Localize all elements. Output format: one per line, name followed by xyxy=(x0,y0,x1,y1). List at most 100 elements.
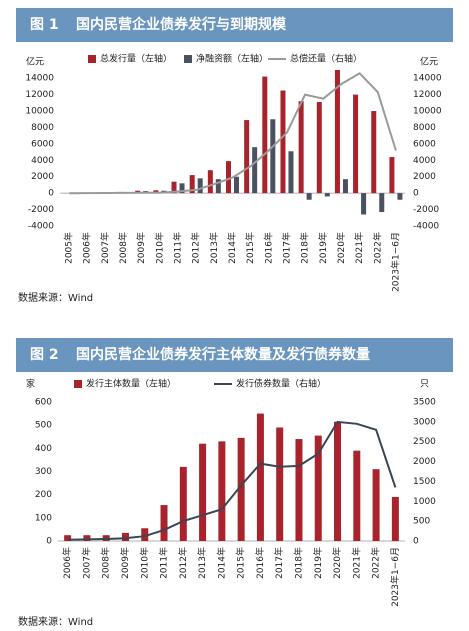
x-tick-label: 2014年 xyxy=(226,232,238,264)
legend-label: 总发行量（左轴） xyxy=(100,53,172,65)
x-tick-label: 2023年1−6月 xyxy=(389,547,401,607)
y2-tick-label: 2500 xyxy=(413,437,436,447)
bar xyxy=(372,469,380,541)
y2-tick-label: -4000 xyxy=(413,222,439,232)
x-tick-label: 2015年 xyxy=(244,232,256,264)
y2-tick-label: 10000 xyxy=(413,107,442,117)
y-tick-label: 300 xyxy=(35,467,52,477)
y-tick-label: 400 xyxy=(35,444,52,454)
bar xyxy=(379,193,385,213)
figure-label: 图 2 xyxy=(30,347,59,363)
x-tick-label: 2012年 xyxy=(177,547,189,579)
x-tick-label: 2014年 xyxy=(215,547,227,579)
x-tick-label: 2006年 xyxy=(61,547,73,579)
x-tick-label: 2010年 xyxy=(138,547,150,579)
y2-unit: 亿元 xyxy=(420,56,438,68)
bar xyxy=(160,505,168,541)
bar xyxy=(199,443,207,541)
bar xyxy=(256,413,264,541)
source-note: 数据来源：Wind xyxy=(18,615,93,628)
x-tick-label: 2013年 xyxy=(196,547,208,579)
bar xyxy=(306,193,312,200)
y-tick-label: 4000 xyxy=(31,156,54,166)
y-tick-label: -2000 xyxy=(28,205,54,215)
x-tick-label: 2010年 xyxy=(153,232,165,264)
x-tick-label: 2006年 xyxy=(81,232,93,264)
bar xyxy=(353,450,361,541)
x-tick-label: 2022年 xyxy=(370,547,382,579)
legend-swatch xyxy=(74,380,82,388)
bar xyxy=(270,119,276,194)
bar xyxy=(361,193,367,215)
x-tick-label: 2016年 xyxy=(254,547,266,579)
y-unit: 亿元 xyxy=(26,56,44,68)
y-tick-label: 600 xyxy=(35,398,52,408)
y2-tick-label: 4000 xyxy=(413,156,436,166)
line xyxy=(67,420,397,541)
legend-swatch xyxy=(88,55,96,63)
y2-tick-label: 0 xyxy=(413,537,419,547)
bar xyxy=(334,421,342,541)
bar xyxy=(298,101,304,194)
bar xyxy=(262,76,268,194)
y-tick-label: 200 xyxy=(35,490,52,500)
bar xyxy=(334,70,340,194)
bar xyxy=(391,496,399,541)
x-tick-label: 2005年 xyxy=(63,232,75,264)
y-tick-label: -4000 xyxy=(28,222,54,232)
x-tick-label: 2018年 xyxy=(292,547,304,579)
y2-tick-label: 3500 xyxy=(413,398,436,408)
bar xyxy=(83,535,91,541)
bar xyxy=(215,179,221,194)
header-band xyxy=(16,338,453,372)
bar xyxy=(234,176,239,194)
chart-title: 国内民营企业债券发行主体数量及发行债券数量 xyxy=(76,346,370,363)
bar xyxy=(252,147,258,194)
bar xyxy=(244,120,250,194)
bar xyxy=(295,439,303,541)
y2-tick-label: 12000 xyxy=(413,90,442,100)
x-tick-label: 2011年 xyxy=(172,232,184,264)
bar xyxy=(226,161,231,194)
x-tick-label: 2009年 xyxy=(119,547,131,579)
bar xyxy=(371,111,377,194)
y2-tick-label: 500 xyxy=(413,517,430,527)
chart-title: 国内民营企业债券发行与到期规模 xyxy=(76,16,287,33)
bar xyxy=(64,535,72,541)
x-tick-label: 2007年 xyxy=(80,547,92,579)
y-tick-label: 500 xyxy=(35,421,52,431)
y2-tick-label: 1500 xyxy=(413,477,436,487)
y2-tick-label: 3000 xyxy=(413,417,436,427)
legend-swatch xyxy=(184,55,192,63)
x-tick-label: 2018年 xyxy=(299,232,311,264)
bar xyxy=(353,94,359,194)
y2-tick-label: 8000 xyxy=(413,123,436,133)
legend-label: 总偿还量（右轴） xyxy=(290,53,362,65)
bar xyxy=(179,183,185,194)
bar xyxy=(397,193,403,200)
y2-tick-label: 6000 xyxy=(413,139,436,149)
x-tick-label: 2021年 xyxy=(350,547,362,579)
figure-label: 图 1 xyxy=(30,17,59,33)
bar xyxy=(171,181,177,194)
bar xyxy=(207,170,213,194)
y-unit: 家 xyxy=(26,378,35,390)
bar xyxy=(342,179,348,194)
bar xyxy=(179,466,187,541)
legend-label: 发行债券数量（右轴） xyxy=(236,378,326,390)
y-tick-label: 8000 xyxy=(31,123,54,133)
legend-label: 净融资额（左轴） xyxy=(196,53,268,65)
header-band xyxy=(16,8,453,42)
x-tick-label: 2021年 xyxy=(353,232,365,264)
x-tick-label: 2019年 xyxy=(317,232,329,264)
x-tick-label: 2008年 xyxy=(117,232,129,264)
y2-tick-label: 14000 xyxy=(413,74,442,84)
line xyxy=(69,72,397,195)
y2-tick-label: 2000 xyxy=(413,172,436,182)
x-tick-label: 2016年 xyxy=(262,232,274,264)
bar xyxy=(218,441,226,541)
x-tick-label: 2017年 xyxy=(280,232,292,264)
x-tick-label: 2011年 xyxy=(158,547,170,579)
y-tick-label: 0 xyxy=(48,189,54,199)
